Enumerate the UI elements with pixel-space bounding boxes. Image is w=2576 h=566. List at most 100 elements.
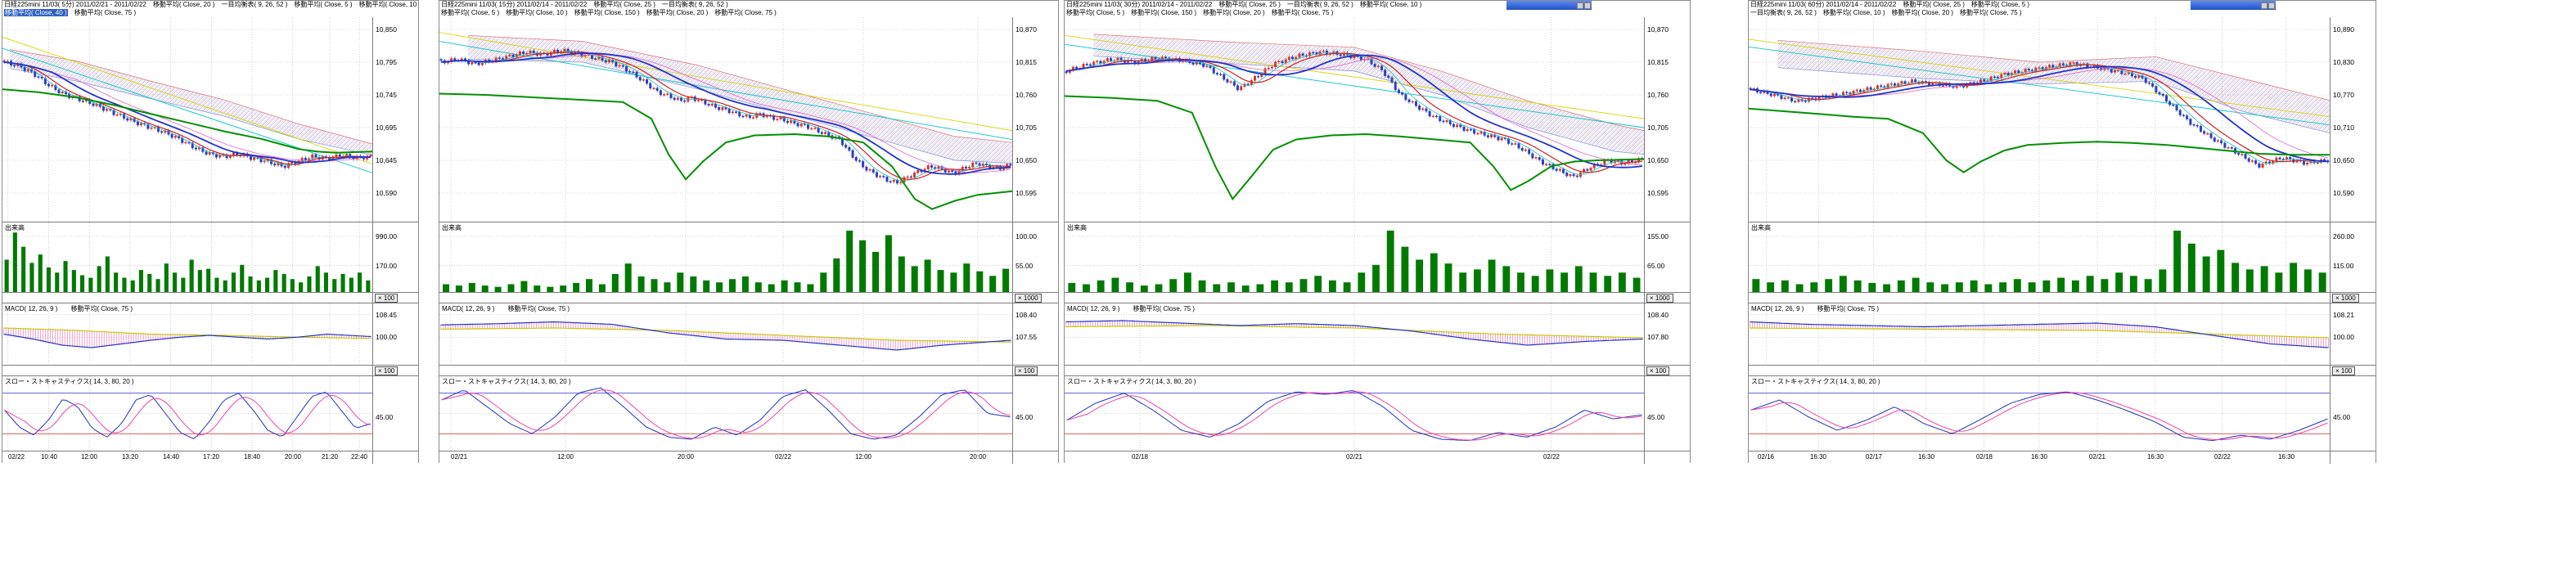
price-axis-label: 10,590 [2333, 189, 2354, 197]
macd-chart[interactable]: MACD( 12, 26, 9 ) 移動平均( Close, 75 ) [1065, 303, 1644, 365]
macd-label: MACD( 12, 26, 9 ) 移動平均( Close, 75 ) [1751, 305, 1880, 312]
chart-window-60min: 日経225mini 11/03( 60分) 2011/02/14 - 2011/… [1748, 0, 2376, 464]
legend-line2: 移動平均( Close, 5 ) 移動平均( Close, 150 ) 移動平均… [1066, 9, 1334, 16]
price-chart[interactable] [2, 17, 372, 222]
chart-legend: 日経225mini 11/03( 15分) 2011/02/14 - 2011/… [439, 1, 1058, 17]
volume-chart[interactable]: 出来高 [1749, 222, 2330, 292]
price-axis-label: 10,830 [2333, 58, 2354, 66]
macd-chart[interactable]: MACD( 12, 26, 9 ) 移動平均( Close, 75 ) [1749, 303, 2330, 365]
vol-axis-label: 115.00 [2333, 262, 2354, 270]
volume-chart[interactable]: 出来高 [439, 222, 1012, 292]
macd-axis: 108.21 100.00 [2330, 303, 2376, 365]
vol-axis-label: 55.00 [1016, 262, 1034, 270]
macd-chart[interactable]: MACD( 12, 26, 9 ) 移動平均( Close, 75 ) [2, 303, 372, 365]
macd-axis-label: 100.00 [376, 333, 397, 341]
macd-label: MACD( 12, 26, 9 ) 移動平均( Close, 75 ) [442, 305, 570, 312]
volume-label: 出来高 [1067, 224, 1087, 231]
stochastics-axis: 45.00 [2330, 376, 2376, 451]
time-axis-label: 20:00 [284, 453, 302, 460]
price-axis[interactable]: 10,890 10,830 10,770 10,710 10,650 10,590 [2330, 17, 2376, 222]
macd-axis: 108.45 100.00 [372, 303, 418, 365]
macd-chart[interactable]: MACD( 12, 26, 9 ) 移動平均( Close, 75 ) [439, 303, 1012, 365]
time-axis-label: 02/18 [1975, 453, 1993, 460]
stochastics-label: スロー・ストキャスティクス( 14, 3, 80, 20 ) [1751, 378, 1880, 385]
macd-label: MACD( 12, 26, 9 ) 移動平均( Close, 75 ) [5, 305, 133, 312]
price-axis-label: 10,770 [2333, 91, 2354, 99]
time-axis: 02/18 02/21 02/22 [1065, 451, 1644, 464]
price-axis-label: 10,710 [2333, 124, 2354, 132]
price-axis-label: 10,760 [1016, 91, 1037, 99]
vol-axis-label: 170.00 [376, 262, 397, 270]
stochastics-label: スロー・ストキャスティクス( 14, 3, 80, 20 ) [5, 378, 134, 385]
legend-line1: 日経225mini 11/03( 30分) 2011/02/14 - 2011/… [1066, 1, 1422, 8]
time-axis-label: 20:00 [677, 453, 695, 460]
time-axis-label: 02/21 [1345, 453, 1363, 460]
volume-scale-badge: × 1000 [1646, 294, 1673, 303]
time-axis: 02/22 10:40 12:00 13:20 14:40 17:20 18:40 20:00… [2, 451, 372, 464]
price-axis-label: 10,760 [1647, 91, 1669, 99]
volume-chart[interactable]: 出来高 [2, 222, 372, 292]
time-axis-label: 02/22 [1542, 453, 1560, 460]
stoch-axis-label: 45.00 [1016, 413, 1034, 421]
time-axis: 02/16 16:30 02/17 16:30 02/18 16:30 02/21 16:30… [1749, 451, 2330, 464]
macd-label: MACD( 12, 26, 9 ) 移動平均( Close, 75 ) [1067, 305, 1196, 312]
volume-scale-badge: × 100 [375, 294, 399, 303]
stochastics-chart[interactable]: スロー・ストキャスティクス( 14, 3, 80, 20 ) [1749, 376, 2330, 451]
window-button[interactable] [2261, 2, 2268, 9]
time-axis-label: 02/22 [2213, 453, 2231, 460]
price-chart[interactable] [1749, 17, 2330, 222]
legend-line2: 一目均衡表( 9, 26, 52 ) 移動平均( Close, 10 ) 移動平… [1750, 9, 2022, 16]
time-axis-label: 12:00 [854, 453, 872, 460]
time-axis-label: 02/21 [2088, 453, 2106, 460]
stochastics-chart[interactable]: スロー・ストキャスティクス( 14, 3, 80, 20 ) [2, 376, 372, 451]
price-chart[interactable] [1065, 17, 1644, 222]
vol-axis-label: 65.00 [1647, 262, 1665, 270]
time-axis-label: 16:30 [2030, 453, 2048, 460]
price-axis-label: 10,870 [1647, 25, 1669, 34]
time-axis-label: 16:30 [2277, 453, 2295, 460]
price-chart[interactable] [439, 17, 1012, 222]
legend-line1: 日経225mini 11/03( 60分) 2011/02/14 - 2011/… [1750, 1, 2030, 8]
macd-axis: 108.40 107.55 [1012, 303, 1058, 365]
price-axis-label: 10,705 [1016, 124, 1037, 132]
price-axis-label: 10,590 [376, 189, 397, 197]
chart-window-5min: 日経225mini 11/03( 5分) 2011/02/21 - 2011/0… [2, 0, 419, 464]
price-axis-label: 10,815 [1647, 58, 1669, 66]
vol-axis-label: 260.00 [2333, 232, 2354, 240]
background-window-titlebar-fragment[interactable] [2191, 1, 2276, 10]
time-axis-label: 17:20 [202, 453, 220, 460]
window-button[interactable] [2268, 2, 2275, 9]
macd-scale-badge: × 100 [1015, 366, 1038, 375]
price-axis[interactable]: 10,870 10,815 10,760 10,705 10,650 10,595 [1012, 17, 1058, 222]
stochastics-label: スロー・ストキャスティクス( 14, 3, 80, 20 ) [442, 378, 571, 385]
time-axis-label: 12:00 [556, 453, 574, 460]
price-axis-label: 10,850 [376, 25, 397, 34]
price-axis[interactable]: 10,870 10,815 10,760 10,705 10,650 10,595 [1644, 17, 1690, 222]
volume-axis: 990.00 170.00 [372, 222, 418, 292]
stoch-axis-label: 45.00 [376, 413, 394, 421]
stochastics-chart[interactable]: スロー・ストキャスティクス( 14, 3, 80, 20 ) [439, 376, 1012, 451]
window-button[interactable] [1584, 2, 1591, 9]
price-axis-label: 10,890 [2333, 25, 2354, 34]
price-axis-label: 10,595 [1647, 189, 1669, 197]
time-axis-label: 21:20 [321, 453, 339, 460]
time-axis-label: 02/22 [774, 453, 792, 460]
vol-axis-label: 155.00 [1647, 232, 1669, 240]
time-axis-label: 20:00 [969, 453, 987, 460]
volume-axis: 100.00 55.00 [1012, 222, 1058, 292]
macd-scale-badge: × 100 [375, 366, 399, 375]
price-axis[interactable]: 10,850 10,795 10,745 10,695 10,645 10,590 [372, 17, 418, 222]
vol-axis-label: 990.00 [376, 232, 397, 240]
price-axis-label: 10,645 [376, 156, 397, 164]
vol-axis-label: 100.00 [1016, 232, 1037, 240]
time-axis-label: 12:00 [80, 453, 98, 460]
time-axis-label: 02/16 [1757, 453, 1775, 460]
stochastics-chart[interactable]: スロー・ストキャスティクス( 14, 3, 80, 20 ) [1065, 376, 1644, 451]
volume-chart[interactable]: 出来高 [1065, 222, 1644, 292]
window-button[interactable] [1577, 2, 1583, 9]
price-axis-label: 10,595 [1016, 189, 1037, 197]
legend-selected-item[interactable]: 移動平均( Close, 40 ) [4, 9, 68, 16]
background-window-titlebar-fragment[interactable] [1506, 1, 1592, 10]
time-axis-label: 10:40 [40, 453, 58, 460]
